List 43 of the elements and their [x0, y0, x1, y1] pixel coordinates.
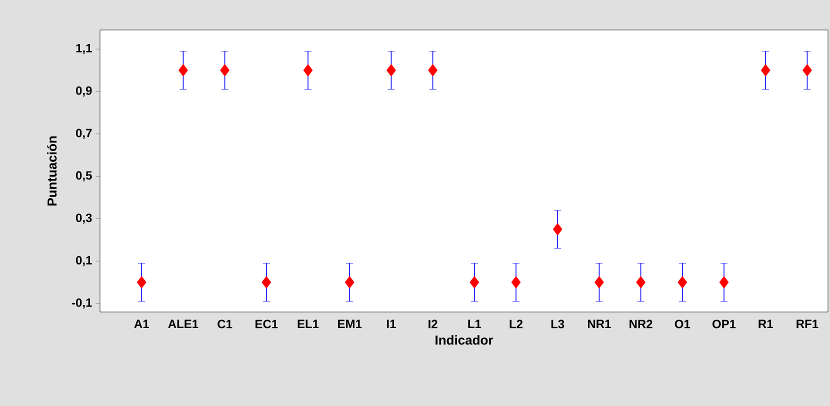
x-tick-label: L2 — [510, 320, 523, 328]
y-tick-label: 0,9 — [76, 86, 92, 97]
x-tick-label: A1 — [134, 320, 149, 328]
y-axis-title: Puntuación — [47, 136, 57, 206]
x-tick-label: EC1 — [256, 320, 278, 328]
point — [178, 64, 188, 76]
point — [220, 64, 230, 76]
x-tick-label: EM1 — [338, 320, 362, 328]
x-tick-label: NR1 — [588, 320, 611, 328]
x-tick-label: C1 — [218, 320, 232, 328]
x-tick-label: ALE1 — [168, 320, 198, 328]
point — [386, 64, 396, 76]
point — [760, 64, 770, 76]
point — [678, 276, 688, 289]
point — [344, 276, 354, 289]
y-tick-label: 0,3 — [76, 214, 92, 224]
y-tick-label: 0,5 — [76, 171, 92, 182]
point — [636, 276, 646, 289]
point — [428, 64, 438, 76]
point — [802, 64, 812, 76]
point — [470, 276, 480, 289]
point — [262, 276, 272, 289]
point — [511, 276, 521, 289]
x-tick-label: L1 — [468, 320, 482, 328]
x-tick-label: L3 — [551, 320, 564, 328]
point — [552, 223, 562, 236]
y-tick-label: 0,7 — [76, 128, 92, 139]
x-tick-label: R1 — [758, 320, 773, 328]
point — [303, 64, 313, 76]
point — [594, 276, 604, 289]
point — [136, 276, 146, 289]
x-axis-title: Indicador — [436, 335, 494, 345]
y-tick-label: 0,1 — [76, 256, 92, 266]
x-tick-label: O1 — [674, 320, 690, 328]
x-tick-label: I2 — [428, 320, 438, 328]
y-tick-label: 1,1 — [76, 44, 92, 54]
point — [719, 276, 729, 289]
x-tick-label: EL1 — [298, 320, 319, 328]
x-tick-label: OP1 — [712, 320, 736, 328]
x-tick-label: NR2 — [630, 320, 652, 328]
x-tick-label: I1 — [387, 320, 396, 328]
x-tick-label: RF1 — [796, 320, 818, 328]
y-tick-label: -0,1 — [72, 298, 92, 309]
